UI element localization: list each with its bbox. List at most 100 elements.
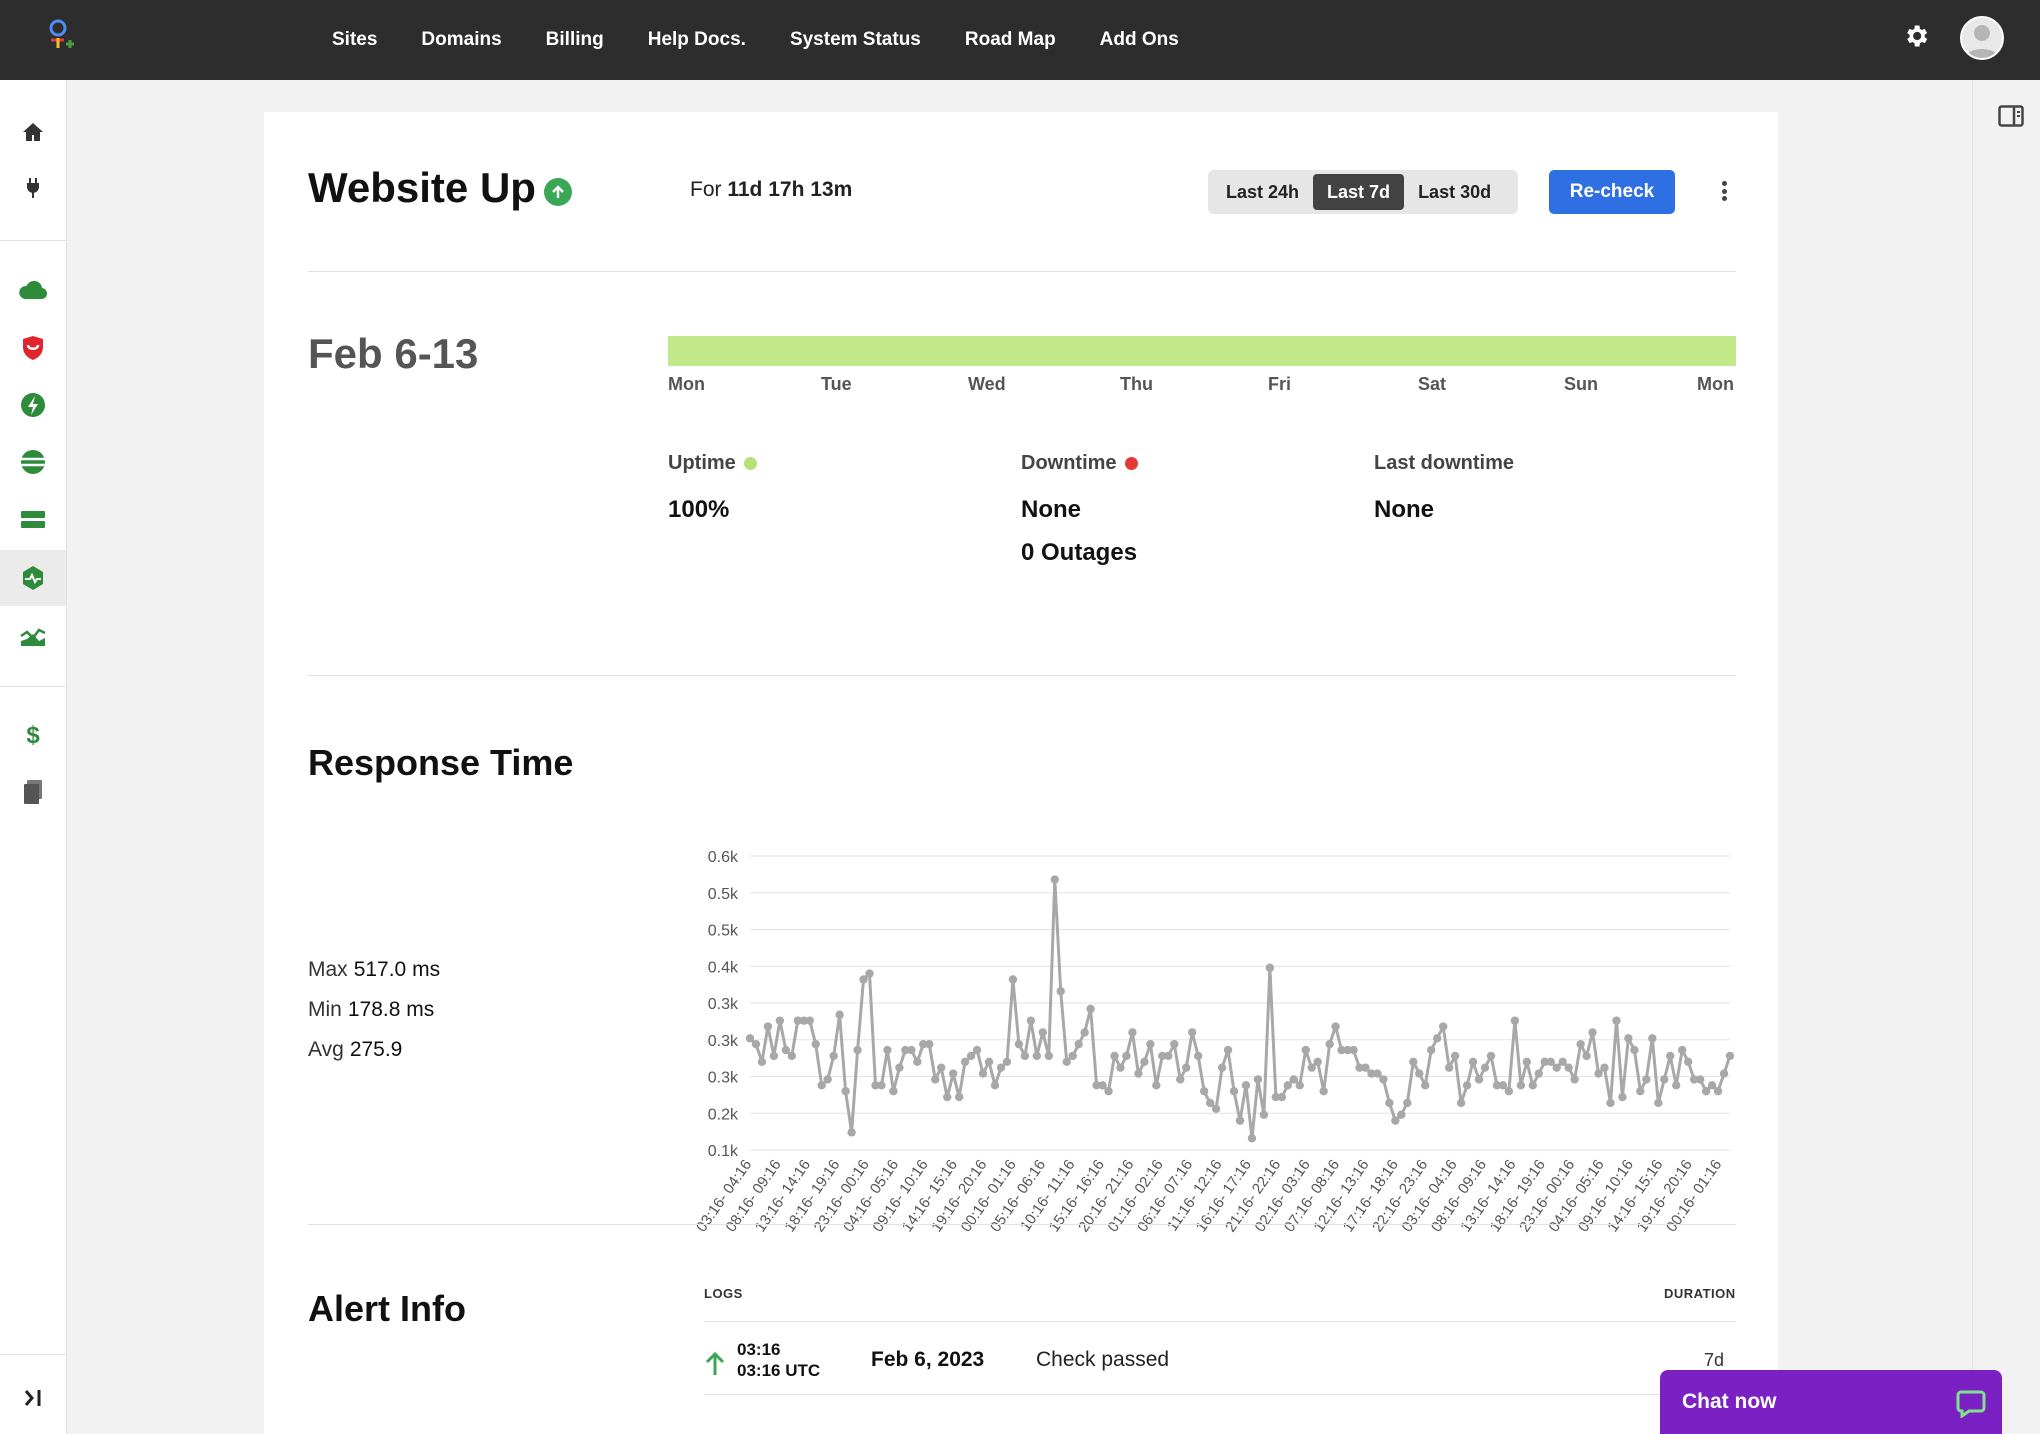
data-point (1128, 1028, 1137, 1037)
data-point (1695, 1075, 1705, 1084)
sidebar-servers[interactable] (0, 492, 66, 548)
data-point (1438, 1022, 1448, 1031)
data-point (1385, 1098, 1394, 1108)
recheck-button[interactable]: Re-check (1549, 170, 1675, 214)
max-stat: Max 517.0 ms (308, 958, 440, 982)
data-point (1456, 1098, 1466, 1108)
data-point (1271, 1092, 1281, 1102)
side-panel-icon[interactable] (1998, 105, 2024, 127)
more-options-icon[interactable] (1714, 176, 1734, 206)
data-point (1642, 1075, 1651, 1084)
divider (308, 271, 1736, 272)
sidebar-security[interactable] (0, 320, 66, 376)
nav-system-status[interactable]: System Status (789, 29, 921, 50)
data-point (829, 1051, 838, 1061)
data-point (877, 1081, 886, 1090)
gear-icon[interactable] (1902, 22, 1930, 50)
y-tick-label: 0.6k (708, 849, 739, 866)
log-time: 03:16 03:16 UTC (737, 1339, 820, 1381)
range-last-30d[interactable]: Last 30d (1418, 181, 1492, 202)
data-point (853, 1045, 862, 1055)
data-point (871, 1081, 880, 1090)
table-row[interactable]: 03:16 03:16 UTC Feb 6, 2023 Check passed… (704, 1336, 1736, 1394)
data-point (1713, 1087, 1723, 1096)
last-downtime-label: Last downtime (1374, 452, 1515, 474)
uptime-stat-label: Uptime (668, 452, 757, 475)
data-point (1725, 1051, 1735, 1061)
top-bar: Sites Domains Billing Help Docs. System … (0, 0, 2040, 80)
log-time-start: 03:16 (737, 1340, 781, 1359)
data-point (781, 1045, 791, 1055)
data-point (1444, 1063, 1454, 1072)
sidebar-monitoring[interactable] (0, 550, 66, 606)
data-point (817, 1081, 826, 1090)
sidebar-plugins[interactable] (0, 160, 66, 216)
data-point (1409, 1057, 1418, 1066)
log-date: Feb 6, 2023 (871, 1348, 985, 1371)
user-avatar[interactable] (1960, 16, 2004, 60)
data-point (1672, 1081, 1681, 1090)
sidebar-home[interactable] (0, 104, 66, 160)
data-point (1468, 1057, 1478, 1066)
max-label: Max (308, 958, 348, 981)
data-point (1701, 1087, 1711, 1096)
data-point (954, 1092, 964, 1102)
data-point (1193, 1051, 1203, 1061)
data-point (1211, 1104, 1221, 1114)
data-point (1146, 1039, 1155, 1049)
divider (308, 675, 1736, 676)
y-tick-label: 0.3k (708, 1070, 739, 1087)
y-tick-label: 0.4k (708, 959, 739, 976)
nav-sites[interactable]: Sites (332, 29, 378, 50)
range-last-24h[interactable]: Last 24h (1226, 181, 1300, 202)
data-point (1331, 1022, 1340, 1031)
data-point (1606, 1098, 1615, 1108)
logo-icon[interactable] (44, 18, 78, 54)
data-point (1570, 1075, 1579, 1084)
data-point (823, 1075, 832, 1084)
sidebar-performance[interactable] (0, 377, 66, 433)
data-point (942, 1092, 952, 1102)
last-downtime-value: None (1374, 496, 1434, 523)
data-point (1558, 1057, 1567, 1066)
home-icon (23, 123, 43, 141)
sidebar-cloud[interactable] (0, 262, 66, 318)
data-point (1253, 1075, 1263, 1084)
chat-now-button[interactable]: Chat now (1660, 1370, 2002, 1434)
data-point (1588, 1028, 1597, 1037)
data-point (1217, 1063, 1227, 1072)
data-point (1026, 1016, 1036, 1025)
sidebar-analytics[interactable] (0, 608, 66, 664)
data-point (757, 1057, 767, 1066)
data-point (1677, 1045, 1687, 1055)
svg-text:$: $ (26, 722, 40, 748)
sidebar-cdn[interactable] (0, 434, 66, 490)
data-point (1355, 1063, 1364, 1072)
chevron-right-icon (24, 1390, 41, 1406)
response-time-chart: 0.6k0.5k0.5k0.4k0.3k0.3k0.3k0.2k0.1k03:1… (693, 849, 1735, 1235)
sidebar-docs[interactable] (0, 764, 66, 820)
user-icon (1966, 25, 1998, 58)
data-point (1086, 1004, 1095, 1014)
data-point (937, 1063, 946, 1072)
data-point (1289, 1075, 1298, 1084)
data-point (1612, 1016, 1621, 1025)
avg-value: 275.9 (349, 1038, 403, 1061)
data-point (1636, 1087, 1645, 1096)
sidebar-billing[interactable]: $ (0, 707, 66, 763)
nav-add-ons[interactable]: Add Ons (1099, 29, 1179, 50)
data-point (883, 1045, 892, 1055)
right-rail (1972, 80, 2040, 1434)
day-label: Fri (1268, 374, 1292, 394)
data-point (1122, 1051, 1131, 1061)
range-last-7d[interactable]: Last 7d (1313, 174, 1405, 210)
nav-billing[interactable]: Billing (545, 29, 604, 50)
data-point (1403, 1098, 1412, 1108)
nav-help-docs[interactable]: Help Docs. (647, 29, 746, 50)
nav-road-map[interactable]: Road Map (964, 29, 1056, 50)
sidebar-expand-button[interactable] (0, 1370, 66, 1426)
day-label: Mon (668, 374, 705, 394)
outages-count: 0 Outages (1021, 539, 1138, 566)
nav-domains[interactable]: Domains (421, 29, 502, 50)
data-point (1689, 1075, 1699, 1084)
